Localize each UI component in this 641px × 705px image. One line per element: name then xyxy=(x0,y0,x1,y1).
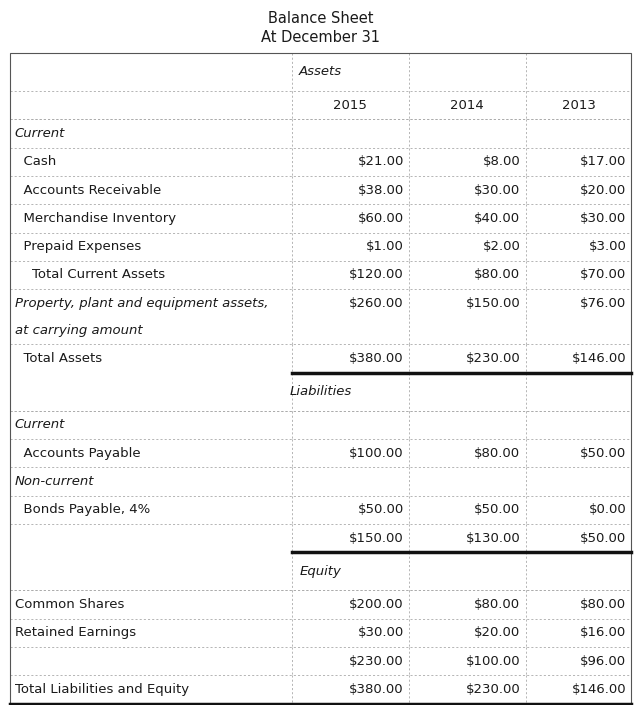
Text: $146.00: $146.00 xyxy=(572,683,626,696)
Text: $30.00: $30.00 xyxy=(580,212,626,225)
Text: Accounts Payable: Accounts Payable xyxy=(15,447,140,460)
Text: Accounts Receivable: Accounts Receivable xyxy=(15,183,161,197)
Text: Assets: Assets xyxy=(299,66,342,78)
Text: $80.00: $80.00 xyxy=(580,598,626,611)
Text: Current: Current xyxy=(15,418,65,431)
Text: $20.00: $20.00 xyxy=(580,183,626,197)
Text: Total Liabilities and Equity: Total Liabilities and Equity xyxy=(15,683,189,696)
Text: $17.00: $17.00 xyxy=(580,155,626,168)
Text: $50.00: $50.00 xyxy=(474,503,520,516)
Text: $20.00: $20.00 xyxy=(474,626,520,639)
Text: $50.00: $50.00 xyxy=(580,532,626,544)
Text: $100.00: $100.00 xyxy=(349,447,404,460)
Text: $1.00: $1.00 xyxy=(366,240,404,253)
Text: $40.00: $40.00 xyxy=(474,212,520,225)
Text: 2015: 2015 xyxy=(333,99,367,111)
Text: at carrying amount: at carrying amount xyxy=(15,324,142,338)
Text: $230.00: $230.00 xyxy=(349,655,404,668)
Text: Equity: Equity xyxy=(299,565,342,578)
Text: $380.00: $380.00 xyxy=(349,352,404,365)
Text: $2.00: $2.00 xyxy=(483,240,520,253)
Text: $3.00: $3.00 xyxy=(588,240,626,253)
Text: $76.00: $76.00 xyxy=(580,297,626,309)
Text: $80.00: $80.00 xyxy=(474,269,520,281)
Text: 2013: 2013 xyxy=(562,99,595,111)
Text: $150.00: $150.00 xyxy=(466,297,520,309)
Text: $30.00: $30.00 xyxy=(474,183,520,197)
Text: Balance Sheet: Balance Sheet xyxy=(268,11,373,25)
Text: Merchandise Inventory: Merchandise Inventory xyxy=(15,212,176,225)
Text: Common Shares: Common Shares xyxy=(15,598,124,611)
Text: $200.00: $200.00 xyxy=(349,598,404,611)
Text: Property, plant and equipment assets,: Property, plant and equipment assets, xyxy=(15,297,268,309)
Text: Current: Current xyxy=(15,127,65,140)
Text: $380.00: $380.00 xyxy=(349,683,404,696)
Text: $38.00: $38.00 xyxy=(358,183,404,197)
Text: $16.00: $16.00 xyxy=(580,626,626,639)
Text: $146.00: $146.00 xyxy=(572,352,626,365)
Text: $260.00: $260.00 xyxy=(349,297,404,309)
Text: 2014: 2014 xyxy=(451,99,484,111)
Text: Total Assets: Total Assets xyxy=(15,352,102,365)
Text: $96.00: $96.00 xyxy=(580,655,626,668)
Text: Bonds Payable, 4%: Bonds Payable, 4% xyxy=(15,503,150,516)
Text: $70.00: $70.00 xyxy=(580,269,626,281)
Text: $8.00: $8.00 xyxy=(483,155,520,168)
Text: $80.00: $80.00 xyxy=(474,447,520,460)
Text: Non-current: Non-current xyxy=(15,475,94,488)
Text: $130.00: $130.00 xyxy=(466,532,520,544)
Text: $100.00: $100.00 xyxy=(466,655,520,668)
Text: $30.00: $30.00 xyxy=(358,626,404,639)
Text: Liabilities: Liabilities xyxy=(289,385,352,398)
Text: Prepaid Expenses: Prepaid Expenses xyxy=(15,240,141,253)
Text: $120.00: $120.00 xyxy=(349,269,404,281)
Text: $60.00: $60.00 xyxy=(358,212,404,225)
Text: Retained Earnings: Retained Earnings xyxy=(15,626,136,639)
Text: $80.00: $80.00 xyxy=(474,598,520,611)
Text: $50.00: $50.00 xyxy=(358,503,404,516)
Text: $230.00: $230.00 xyxy=(466,352,520,365)
Text: $0.00: $0.00 xyxy=(588,503,626,516)
Text: $21.00: $21.00 xyxy=(358,155,404,168)
Text: $150.00: $150.00 xyxy=(349,532,404,544)
Text: $230.00: $230.00 xyxy=(466,683,520,696)
Text: Cash: Cash xyxy=(15,155,56,168)
Text: $50.00: $50.00 xyxy=(580,447,626,460)
Text: At December 31: At December 31 xyxy=(261,30,380,44)
Text: Total Current Assets: Total Current Assets xyxy=(15,269,165,281)
